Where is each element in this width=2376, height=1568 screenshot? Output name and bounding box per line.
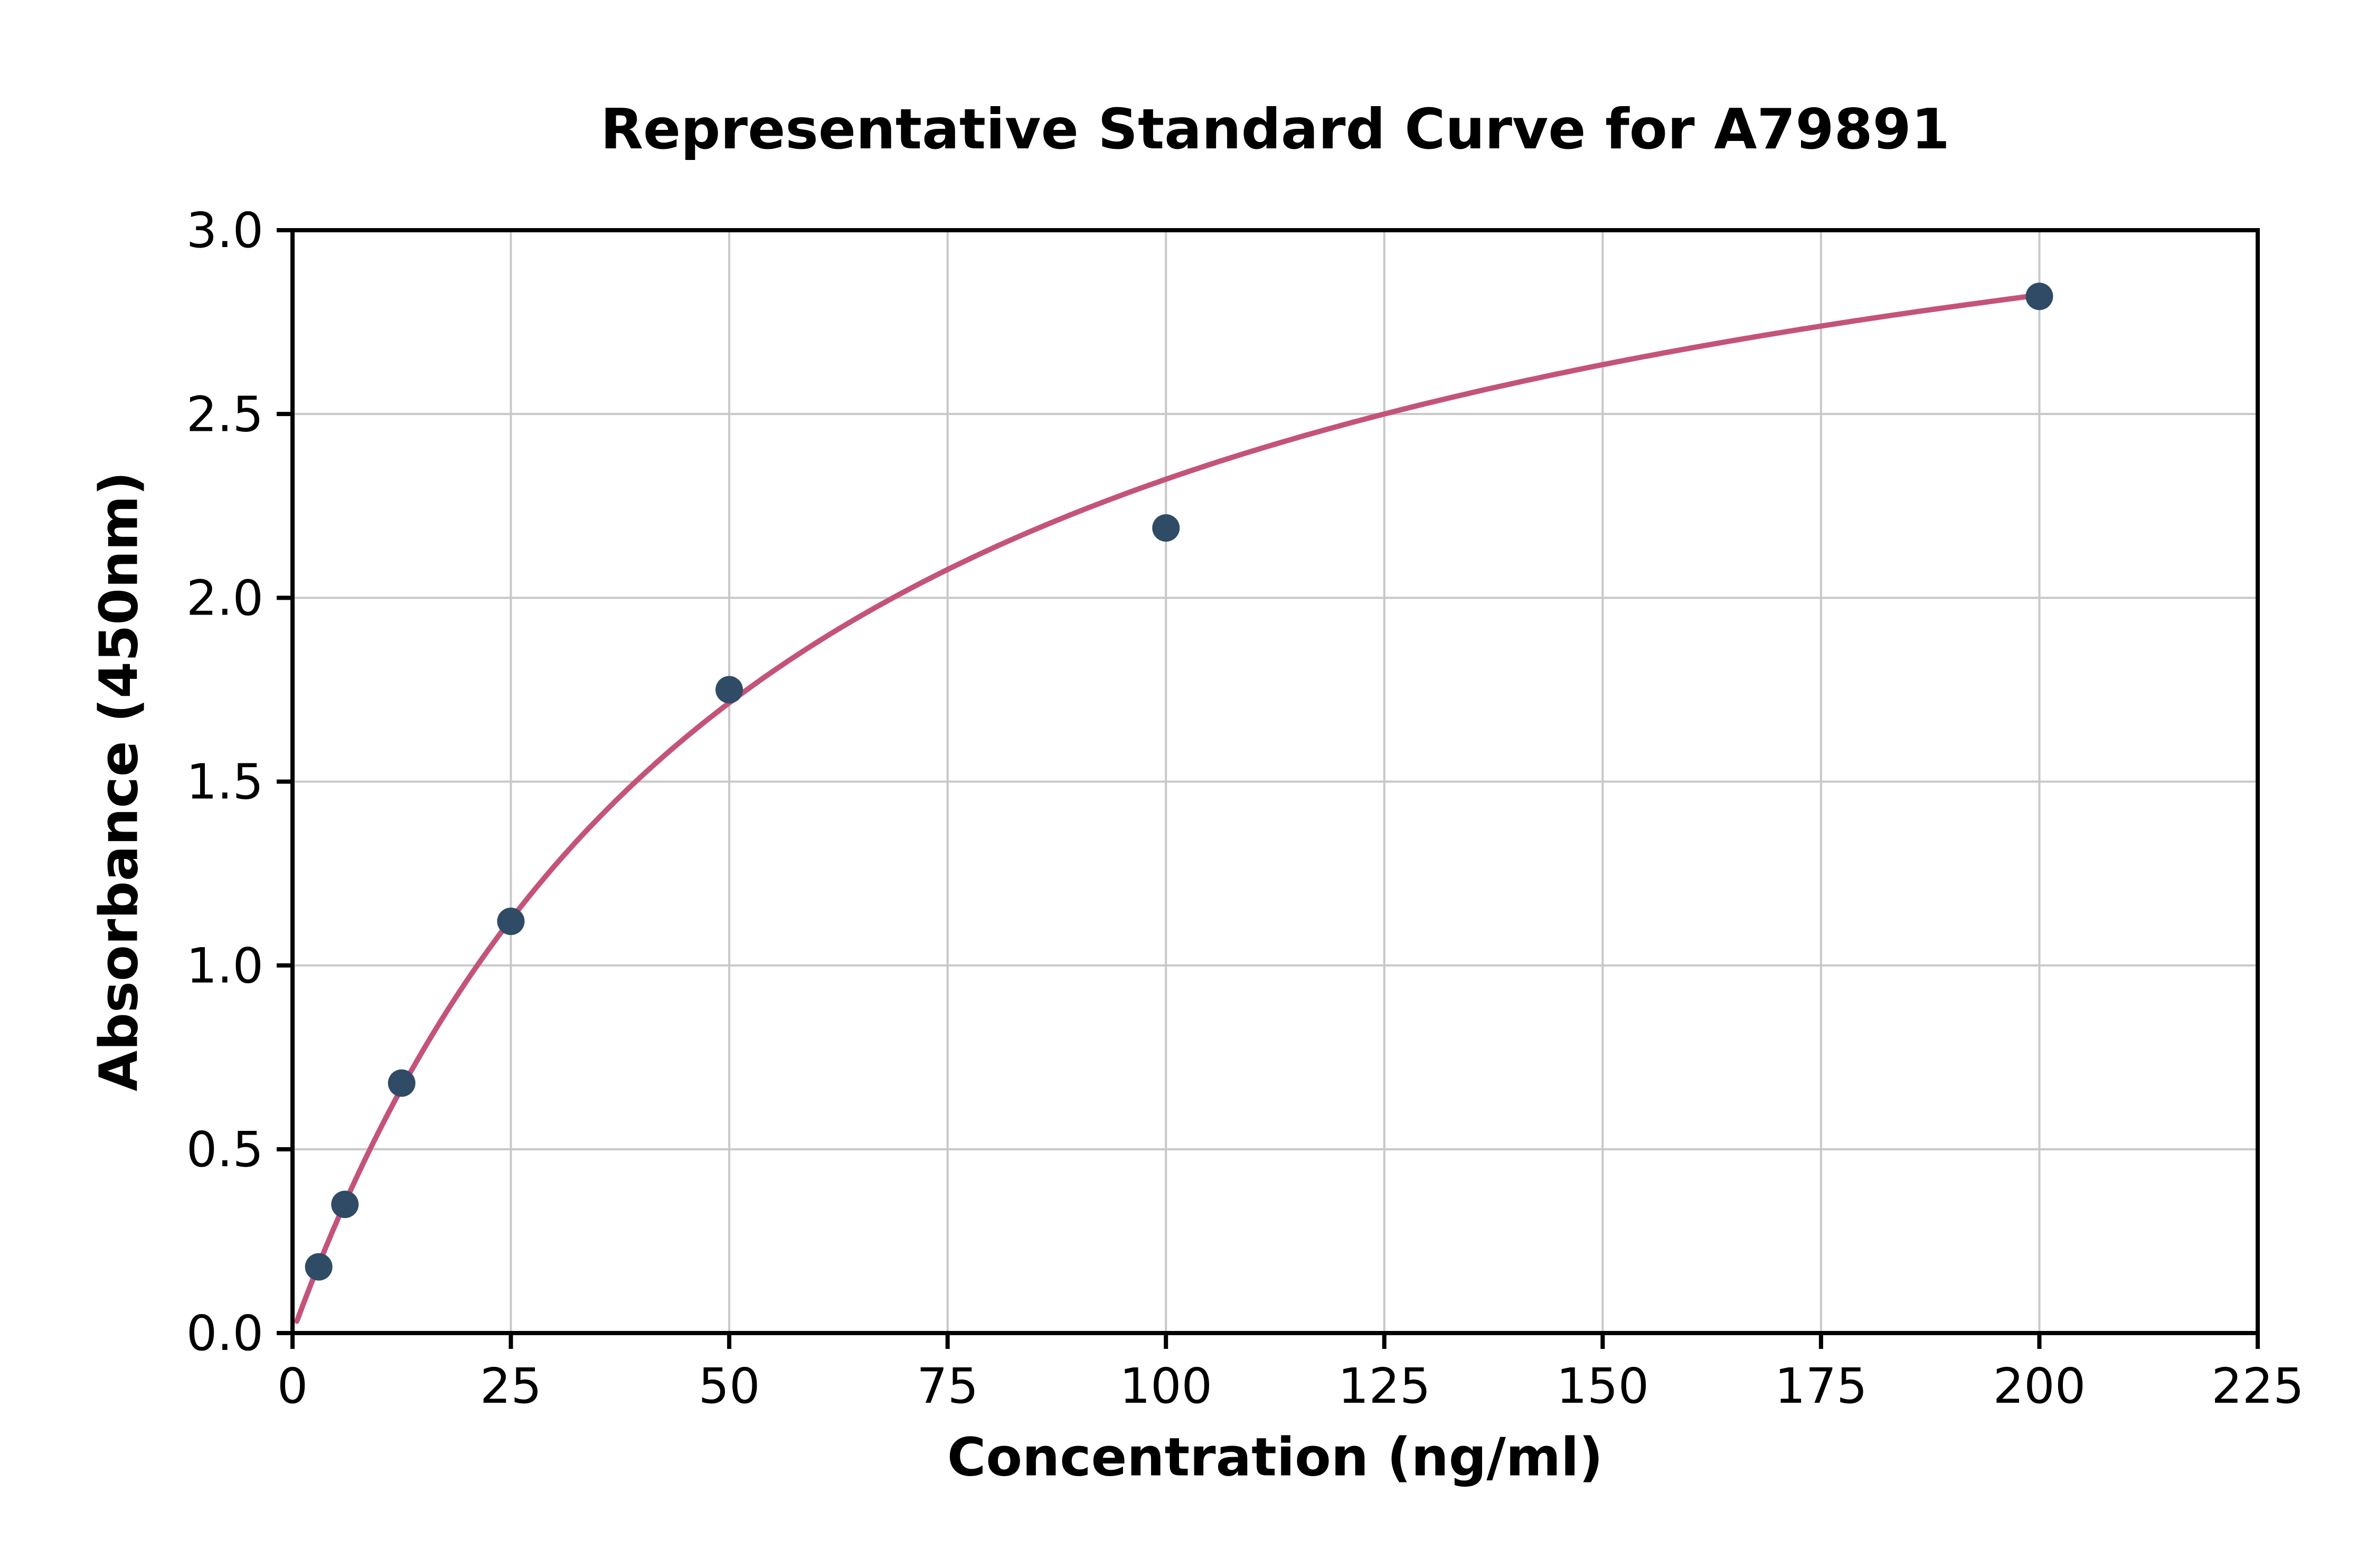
- y-tick-label: 3.0: [186, 202, 263, 259]
- x-tick-label: 0: [277, 1358, 308, 1414]
- y-tick-label: 2.5: [186, 386, 263, 442]
- y-tick-label: 0.5: [186, 1121, 263, 1178]
- x-tick-label: 200: [1993, 1358, 2086, 1414]
- x-tick-label: 25: [480, 1358, 542, 1414]
- y-tick-label: 0.0: [186, 1305, 263, 1362]
- x-tick-label: 75: [917, 1358, 978, 1414]
- x-tick-label: 50: [699, 1358, 760, 1414]
- fit-curve: [294, 292, 2042, 1324]
- data-point: [497, 908, 525, 936]
- x-tick-label: 150: [1557, 1358, 1649, 1414]
- x-tick-label: 100: [1119, 1358, 1212, 1414]
- data-point: [388, 1069, 416, 1097]
- chart-title: Representative Standard Curve for A79891: [600, 97, 1950, 162]
- y-tick-label: 1.0: [186, 938, 263, 994]
- x-axis-label: Concentration (ng/ml): [947, 1426, 1604, 1488]
- data-point: [715, 676, 743, 704]
- data-point: [305, 1253, 333, 1281]
- data-point: [2025, 282, 2053, 310]
- y-tick-label: 2.0: [186, 570, 263, 627]
- data-point: [331, 1191, 359, 1218]
- x-tick-label: 225: [2211, 1358, 2304, 1414]
- x-tick-label: 175: [1775, 1358, 1868, 1414]
- y-tick-label: 1.5: [186, 754, 263, 810]
- x-tick-label: 125: [1338, 1358, 1431, 1414]
- data-point: [1152, 514, 1180, 542]
